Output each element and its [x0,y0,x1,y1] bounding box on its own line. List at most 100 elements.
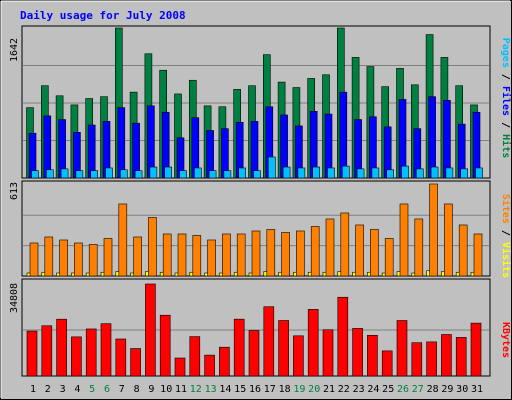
legend-pages: Pages [500,38,511,68]
x-tick-label: 13 [205,384,217,395]
pages-bar [430,166,439,179]
pages-bar [238,167,246,179]
x-tick-label: 29 [441,384,453,395]
x-tick-label: 20 [308,384,320,395]
sites-bar [88,244,98,277]
kbytes-bar [56,318,67,377]
kbytes-bar [263,306,275,377]
sites-bar [325,218,335,277]
x-tick-label: 15 [234,384,246,395]
kbytes-bar [145,283,156,377]
sites-bar [29,242,39,277]
sites-bar [192,235,202,277]
kbytes-bar [26,330,38,377]
sites-bar [429,183,438,277]
pages-bar [90,170,98,179]
sites-bar [444,203,453,277]
x-tick-label: 17 [264,384,276,395]
sites-bar [74,242,83,277]
sites-bar [59,239,68,277]
kbytes-bar [219,346,230,377]
kbytes-bar [100,323,112,377]
kbytes-bar [307,309,319,377]
kbytes-bar [381,350,393,377]
kbytes-bar [159,314,171,377]
x-tick-label: 6 [104,384,110,395]
kbytes-bar [115,338,127,377]
pages-bar [282,166,291,179]
files-bar [117,107,126,179]
kbytes-bar [233,318,245,377]
x-tick-label: 3 [60,384,66,395]
legend-sites: Sites [500,194,512,224]
kbytes-bar [426,341,437,377]
kbytes-bar [130,348,141,377]
files-bar [87,124,96,179]
pages-bar [60,168,69,179]
pages-bar [475,167,483,179]
files-bar [428,96,436,179]
pages-bar [267,156,276,179]
kbytes-bar [411,342,423,377]
kbytes-bar [248,330,260,377]
kbytes-bar [189,336,201,377]
sites-bar [414,218,424,277]
kbytes-bar [322,329,334,377]
kbytes-bar [367,334,378,377]
kbytes-bar [396,320,408,377]
pages-bar [105,167,113,179]
traffic-bars [26,27,483,179]
x-tick-label: 22 [338,384,350,395]
x-tick-label: 30 [456,384,468,395]
pages-bar [445,167,454,179]
sites-bar [133,236,142,277]
pages-bar [194,167,202,179]
sites-bar [296,230,305,277]
pages-bar [75,170,84,179]
visitors-axis-max-label: 613 [9,182,20,200]
x-tick-label: 4 [74,384,80,395]
pages-bar [223,170,232,179]
x-tick-label: 25 [382,384,394,395]
kbytes-bar [85,328,97,377]
pages-bar [149,166,158,179]
x-tick-label: 19 [293,384,305,395]
pages-bar [208,170,217,179]
pages-bar [45,169,54,179]
sites-bar [103,238,113,277]
volume-legend: KBytes [500,322,511,358]
x-tick-label: 16 [249,384,261,395]
traffic-legend: Pages / Files / Hits [500,38,512,159]
pages-bar [253,170,261,179]
legend-separator: / [500,122,511,128]
pages-bar [312,166,321,179]
files-bar [443,100,451,179]
volume-bars [26,283,482,377]
x-tick-label: 1 [30,384,36,395]
pages-bar [120,169,128,179]
visitors-legend: Sites / Visits [500,194,512,278]
sites-bar [384,238,394,277]
sites-bar [44,236,54,277]
traffic-axis-max-label: 1642 [9,38,20,62]
x-tick-label: 5 [89,384,95,395]
files-bar [43,115,52,179]
pages-bar [401,165,409,179]
pages-bar [179,170,187,179]
pages-bar [341,165,350,179]
pages-bar [134,170,143,179]
x-tick-label: 18 [279,384,291,395]
visitors-bars [26,183,483,277]
x-tick-label: 23 [353,384,365,395]
kbytes-bar [293,335,304,377]
kbytes-bar [337,296,349,377]
pages-bar [356,168,365,179]
x-tick-label: 9 [148,384,154,395]
volume-axis-max-label: 34808 [9,283,20,313]
x-tick-label: 12 [190,384,202,395]
x-tick-label: 27 [412,384,424,395]
pages-bar [327,167,335,179]
sites-bar [458,224,468,277]
legend-kbytes: KBytes [500,322,511,358]
